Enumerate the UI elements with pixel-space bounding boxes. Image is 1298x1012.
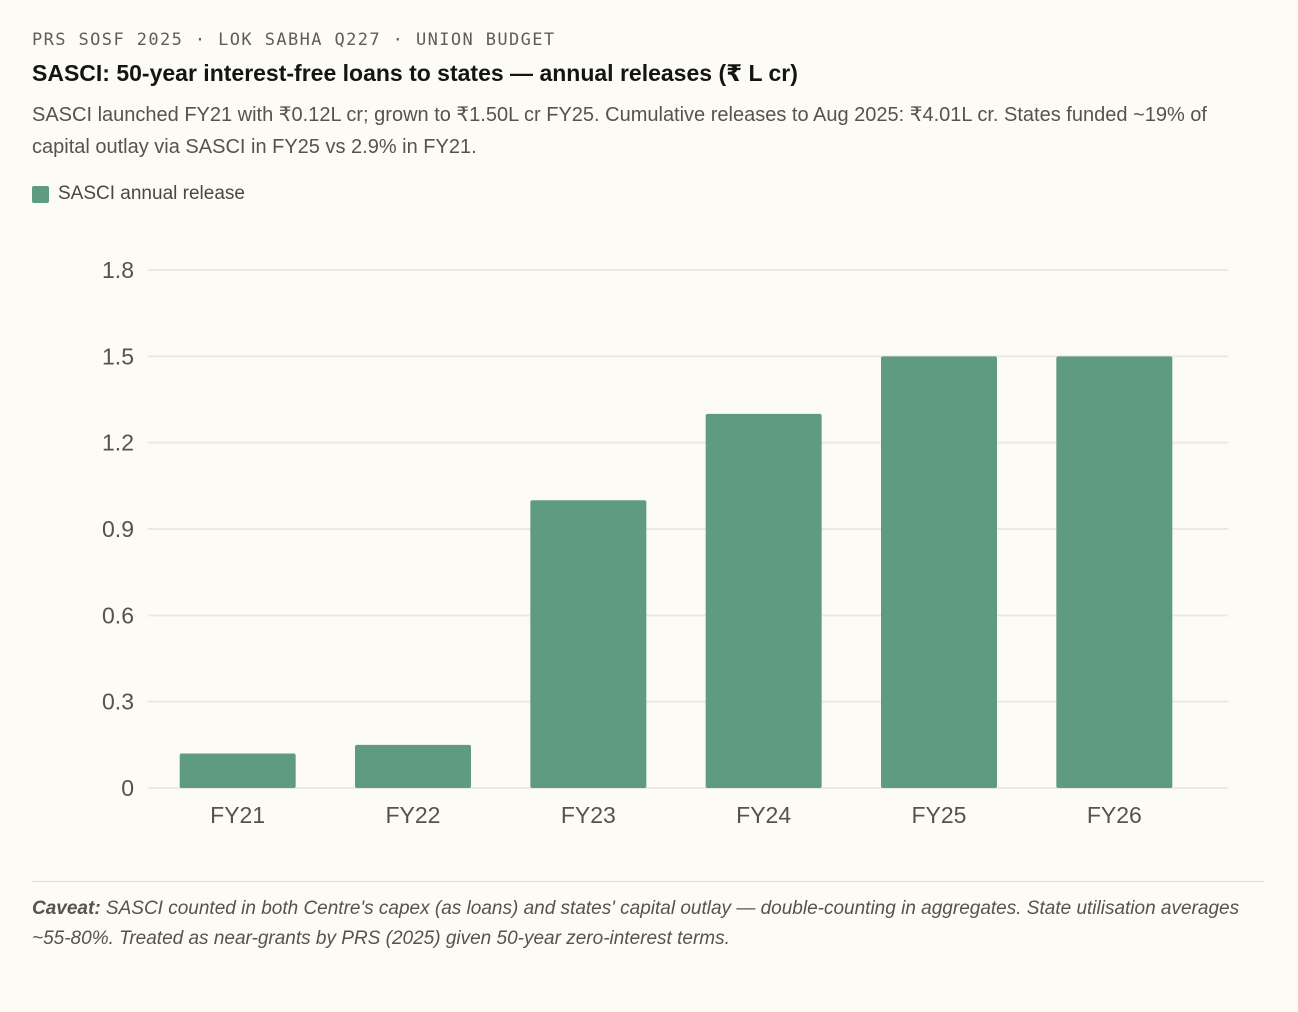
chart-title: SASCI: 50-year interest-free loans to st… bbox=[32, 60, 798, 86]
caveat-text: SASCI counted in both Centre's capex (as… bbox=[32, 898, 1240, 949]
gridlines bbox=[148, 269, 1228, 789]
caveat-label: Caveat: bbox=[32, 898, 101, 919]
y-tick-label: 1.8 bbox=[102, 257, 134, 283]
y-tick-label: 0 bbox=[121, 775, 134, 801]
y-tick-label: 1.2 bbox=[102, 430, 134, 456]
x-tick-label: FY24 bbox=[736, 802, 791, 828]
bar-fy23 bbox=[530, 500, 647, 788]
bar-fy25 bbox=[881, 356, 997, 788]
legend: SASCI annual release bbox=[32, 183, 245, 205]
x-tick-label: FY26 bbox=[1087, 802, 1142, 828]
caveat-note: Caveat: SASCI counted in both Centre's c… bbox=[32, 894, 1257, 954]
bar-fy24 bbox=[705, 413, 822, 788]
bar-fy22 bbox=[355, 744, 471, 788]
bar-fy21 bbox=[179, 753, 296, 788]
y-tick-label: 0.3 bbox=[102, 689, 134, 715]
x-tick-label: FY25 bbox=[912, 802, 967, 828]
caveat-divider bbox=[32, 881, 1264, 882]
y-tick-label: 0.9 bbox=[102, 516, 134, 542]
chart-kicker: PRS SOSF 2025 · LOK SABHA Q227 · UNION B… bbox=[32, 30, 556, 50]
x-axis-ticks: FY21 FY22 FY23 FY24 FY25 FY26 bbox=[210, 802, 1142, 828]
y-tick-label: 1.5 bbox=[102, 343, 134, 369]
x-tick-label: FY21 bbox=[210, 802, 265, 828]
y-tick-label: 0.6 bbox=[102, 602, 134, 628]
y-axis-ticks: 0 0.3 0.6 0.9 1.2 1.5 1.8 bbox=[102, 257, 134, 801]
x-tick-label: FY22 bbox=[386, 802, 441, 828]
legend-swatch bbox=[32, 185, 49, 203]
bar-fy26 bbox=[1056, 356, 1173, 788]
x-tick-label: FY23 bbox=[561, 802, 616, 828]
chart-subtitle: SASCI launched FY21 with ₹0.12L cr; grow… bbox=[32, 104, 1207, 158]
bars bbox=[179, 356, 1173, 788]
bar-chart: 0 0.3 0.6 0.9 1.2 1.5 1.8 FY21 FY22 FY23 FY24 FY25… bbox=[102, 257, 1228, 828]
legend-label: SASCI annual release bbox=[58, 183, 245, 204]
